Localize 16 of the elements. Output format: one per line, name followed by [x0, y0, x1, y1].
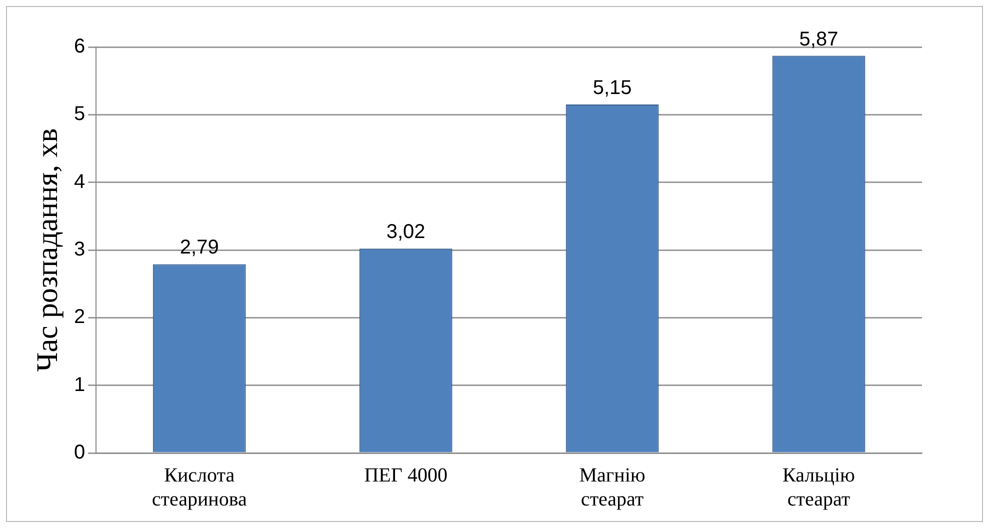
data-label: 5,87	[799, 28, 838, 50]
y-tick-label: 5	[74, 103, 86, 126]
x-tick-label: ПЕГ 4000	[364, 464, 448, 486]
y-tick-label: 0	[74, 442, 86, 464]
y-tick-label: 4	[74, 170, 86, 193]
y-tick-label: 3	[74, 238, 86, 261]
data-label: 2,79	[180, 236, 219, 259]
y-tick-label: 2	[74, 306, 86, 328]
data-label: 5,15	[592, 77, 632, 100]
x-tick-label: Кальцію стеарат	[782, 464, 856, 510]
x-tick-label: Кислота стеаринова	[152, 464, 248, 510]
x-tick-label: Магнію стеарат	[579, 464, 646, 510]
y-tick-label: 6	[74, 36, 86, 58]
data-label: 3,02	[386, 221, 426, 244]
y-tick-label: 1	[74, 374, 86, 396]
y-axis-title: Час розпадання, хв	[30, 128, 64, 372]
